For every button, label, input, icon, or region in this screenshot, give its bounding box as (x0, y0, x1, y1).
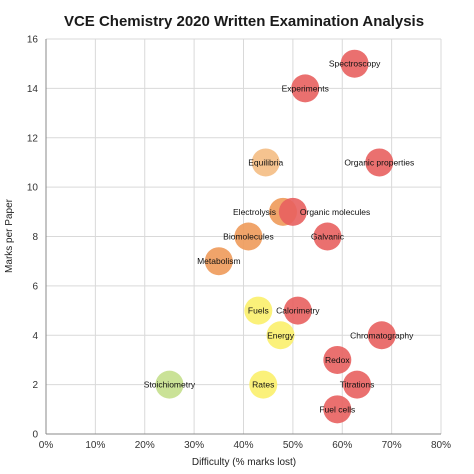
y-tick-label: 10 (27, 183, 39, 194)
bubble-label-spectroscopy: Spectroscopy (329, 59, 381, 69)
bubble-spectroscopy (340, 49, 369, 78)
bubble-label-organic-properties: Organic properties (344, 157, 414, 167)
axes (45, 39, 441, 435)
bubble-label-rates: Rates (252, 380, 274, 390)
bubble-titrations (343, 370, 372, 399)
gridlines (46, 38, 442, 434)
x-tick-label: 40% (233, 440, 253, 451)
bubble-label-redox: Redox (325, 355, 350, 365)
x-tick-label: 10% (85, 440, 105, 451)
bubble-equilibria (251, 148, 280, 177)
y-tick-label: 6 (32, 281, 38, 292)
bubble-biomolecules (234, 222, 263, 251)
bubble-labels: Spectroscopy Experiments Equilibria Organic… (144, 59, 415, 415)
bubbles (155, 49, 396, 424)
bubble-label-calorimetry: Calorimetry (276, 306, 320, 316)
y-tick-label: 8 (32, 232, 38, 243)
bubble-label-energy: Energy (267, 330, 295, 340)
bubble-experiments (291, 74, 320, 103)
bubble-organic-properties (365, 148, 394, 177)
y-tick-label: 4 (32, 331, 38, 342)
x-tick-label: 30% (184, 440, 204, 451)
bubble-metabolism (204, 247, 233, 276)
bubble-stoichiometry (155, 370, 184, 399)
bubble-label-organic-molecules: Organic molecules (300, 207, 370, 217)
x-tick-label: 80% (431, 440, 451, 451)
x-tick-label: 60% (332, 440, 352, 451)
bubble-organic-molecules (278, 197, 307, 226)
y-tick-labels: 0 2 4 6 8 10 12 14 16 (27, 35, 39, 441)
bubble-label-galvanic: Galvanic (311, 232, 345, 242)
y-axis-label: Marks per Paper (4, 198, 15, 273)
x-axis-label: Difficulty (% marks lost) (192, 457, 296, 468)
bubble-label-metabolism: Metabolism (197, 256, 240, 266)
y-tick-label: 12 (27, 133, 39, 144)
bubble-fuel-cells (323, 395, 352, 424)
x-tick-label: 20% (135, 440, 155, 451)
bubble-label-experiments: Experiments (282, 83, 329, 93)
bubble-energy (266, 321, 295, 350)
bubble-label-biomolecules: Biomolecules (223, 232, 274, 242)
bubble-calorimetry (283, 296, 312, 325)
bubble-label-chromatography: Chromatography (350, 330, 414, 340)
bubble-rates (249, 370, 278, 399)
y-tick-label: 0 (32, 430, 38, 441)
bubble-label-equilibria: Equilibria (248, 157, 283, 167)
bubble-label-stoichiometry: Stoichiometry (144, 380, 196, 390)
bubble-chromatography (367, 321, 396, 350)
bubble-label-fuel-cells: Fuel cells (319, 404, 355, 414)
x-tick-labels: 0% 10% 20% 30% 40% 50% 60% 70% 80% (39, 440, 451, 451)
bubble-label-titrations: Titrations (340, 380, 375, 390)
bubble-redox (323, 345, 352, 374)
chart-title: VCE Chemistry 2020 Written Examination A… (64, 13, 424, 30)
y-tick-label: 16 (27, 35, 39, 46)
y-tick-label: 14 (27, 84, 39, 95)
x-tick-label: 70% (382, 440, 402, 451)
bubble-label-fuels: Fuels (248, 306, 269, 316)
bubble-galvanic (313, 222, 342, 251)
bubble-fuels (244, 296, 273, 325)
x-tick-label: 50% (283, 440, 303, 451)
bubble-label-electrolysis: Electrolysis (233, 207, 276, 217)
x-tick-label: 0% (39, 440, 54, 451)
y-tick-label: 2 (32, 380, 38, 391)
